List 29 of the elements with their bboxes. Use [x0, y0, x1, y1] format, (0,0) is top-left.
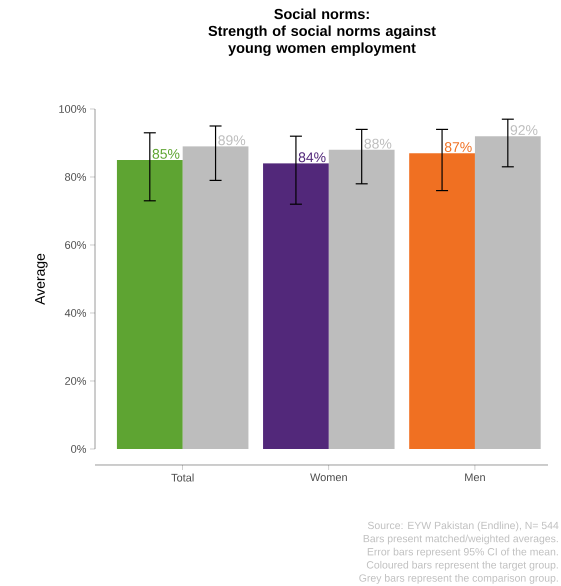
text: Bars present matched/weighted averages. — [364, 534, 558, 544]
x-tick-label: Men — [465, 474, 485, 482]
data-label: 88% — [364, 138, 392, 149]
data-label: 87% — [444, 142, 472, 152]
bar — [263, 163, 329, 449]
y-tick-label: 60% — [65, 241, 86, 249]
bar — [328, 150, 395, 449]
x-tick-label: Total — [171, 474, 194, 482]
bar — [409, 153, 475, 449]
bar — [474, 136, 541, 449]
source-note: Source: EYW Pakistan (Endline), N= 544 — [368, 521, 558, 532]
y-tick-label: 80% — [65, 173, 86, 181]
data-label: 89% — [218, 135, 246, 146]
bar — [182, 146, 248, 449]
y-tick-label: 0% — [71, 445, 86, 453]
data-label: 84% — [298, 152, 326, 162]
data-label: 85% — [152, 148, 180, 159]
bar — [116, 160, 183, 449]
text: Coloured bars represent the target group. — [366, 560, 558, 571]
y-tick-label: 100% — [59, 105, 86, 113]
x-tick-label: Women — [310, 474, 347, 482]
text: Grey bars represent the comparison group. — [359, 574, 558, 584]
y-tick-label: 40% — [64, 309, 86, 317]
y-tick-label: 20% — [65, 377, 86, 385]
data-label: 92% — [510, 125, 538, 135]
y-axis-title: Average — [35, 254, 48, 305]
text: Error bars represent 95% CI of the mean. — [368, 548, 558, 558]
chart-subtitle: Strength of social norms against young women employment — [208, 25, 436, 56]
chart-title: Social norms: — [274, 8, 369, 20]
